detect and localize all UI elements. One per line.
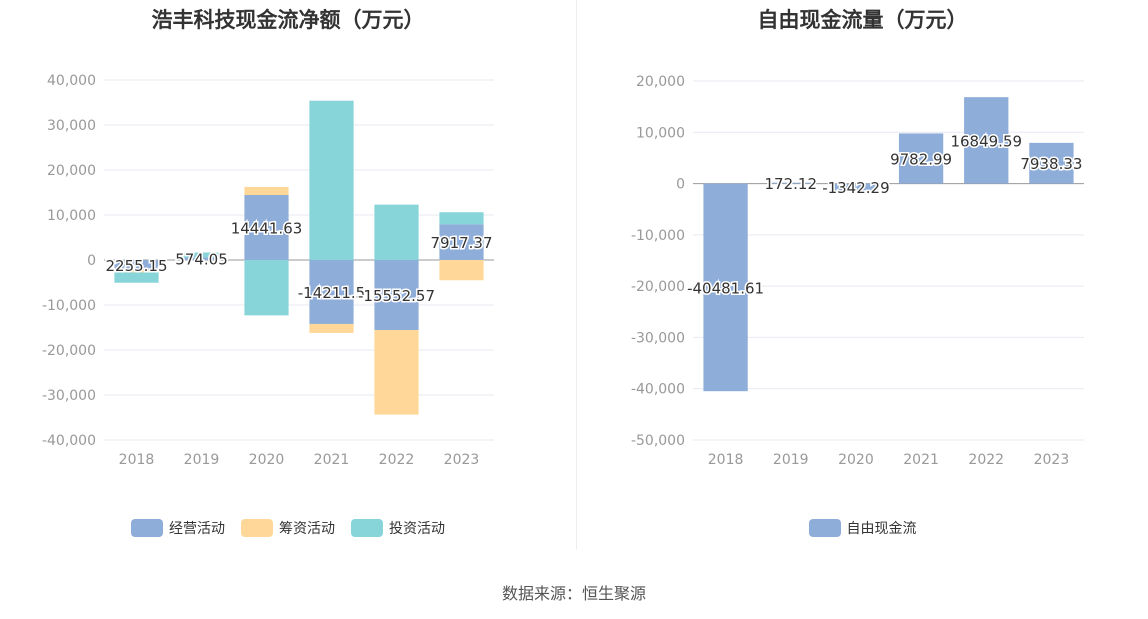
right-chart-panel: 自由现金流量（万元） 20,000 10,000 0 -10,000 -20,000 -3… xyxy=(577,0,1148,560)
y-tick-label: -10,000 xyxy=(42,298,96,314)
legend-item-筹资活动[interactable]: 筹资活动 xyxy=(241,518,335,538)
bar-经营活动-2018[interactable] xyxy=(114,260,159,271)
bar-投资活动-2019[interactable] xyxy=(179,252,224,258)
data-label: 172.12 xyxy=(765,175,818,193)
bar-经营活动-2020[interactable] xyxy=(244,195,289,260)
cash-flow-net-chart: 40,000 30,000 20,000 10,000 0 -10,000 -20,000 -… xyxy=(42,73,494,468)
legend-swatch xyxy=(131,519,163,537)
panel-divider xyxy=(576,0,577,550)
x-tick-label: 2018 xyxy=(708,452,744,468)
legend-label: 投资活动 xyxy=(389,521,445,537)
bar-经营活动-2019[interactable] xyxy=(179,257,224,260)
y-tick-label: -20,000 xyxy=(42,343,96,359)
x-tick-label: 2023 xyxy=(1034,452,1070,468)
y-tick-label: 10,000 xyxy=(47,208,96,224)
data-label: -1342.29 xyxy=(822,179,889,197)
data-label: -15552.57 xyxy=(358,287,435,305)
y-tick-label: -40,000 xyxy=(631,382,685,398)
bar-经营活动-2021[interactable] xyxy=(309,260,354,324)
data-label: 16849.59 xyxy=(950,132,1022,150)
free-cash-flow-chart: 20,000 10,000 0 -10,000 -20,000 -30,000 -40,00… xyxy=(631,74,1084,468)
legend-swatch xyxy=(808,519,841,537)
right-chart-legend: 自由现金流 xyxy=(577,518,1148,538)
left-chart-legend: 经营活动 筹资活动 投资活动 xyxy=(0,518,576,538)
y-tick-label: -30,000 xyxy=(42,388,96,404)
y-tick-label: 20,000 xyxy=(47,163,96,179)
bar-自由现金流-2021[interactable] xyxy=(898,133,944,184)
data-label: -14211.5 xyxy=(298,284,365,302)
left-chart-title: 浩丰科技现金流净额（万元） xyxy=(151,8,425,32)
x-tick-label: 2023 xyxy=(444,452,480,468)
x-tick-label: 2019 xyxy=(773,452,809,468)
data-source-note: 数据来源：恒生聚源 xyxy=(501,584,646,603)
x-tick-label: 2020 xyxy=(838,452,874,468)
legend-swatch xyxy=(241,519,273,537)
bar-自由现金流-2019[interactable] xyxy=(768,182,813,184)
legend-label: 自由现金流 xyxy=(846,521,917,537)
y-tick-label: 0 xyxy=(87,253,96,269)
x-tick-label: 2020 xyxy=(249,452,285,468)
y-tick-label: -20,000 xyxy=(631,279,685,295)
bar-经营活动-2022[interactable] xyxy=(374,260,419,330)
bar-筹资活动-2020[interactable] xyxy=(244,186,289,196)
legend-label: 经营活动 xyxy=(169,521,225,537)
bar-投资活动-2023[interactable] xyxy=(439,212,484,225)
x-tick-label: 2019 xyxy=(184,452,220,468)
legend-item-经营活动[interactable]: 经营活动 xyxy=(131,518,225,538)
y-tick-label: 0 xyxy=(676,177,685,193)
y-tick-label: 10,000 xyxy=(636,125,685,141)
data-label: 7938.33 xyxy=(1020,155,1082,173)
legend-item-投资活动[interactable]: 投资活动 xyxy=(351,518,445,538)
bar-筹资活动-2018[interactable] xyxy=(114,270,159,273)
bar-自由现金流-2022[interactable] xyxy=(964,97,1009,184)
data-label: 2255.15 xyxy=(105,257,167,275)
right-chart-title: 自由现金流量（万元） xyxy=(757,8,968,32)
bar-投资活动-2022[interactable] xyxy=(374,204,419,260)
left-chart-panel: 浩丰科技现金流净额（万元） 40,000 30,000 20,000 10,000 0 -… xyxy=(0,0,576,560)
bar-投资活动-2018[interactable] xyxy=(114,272,159,283)
data-label: 574.05 xyxy=(175,251,228,269)
bar-筹资活动-2023[interactable] xyxy=(439,260,484,281)
y-tick-label: 30,000 xyxy=(47,118,96,134)
bar-自由现金流-2018[interactable] xyxy=(703,183,748,392)
y-tick-label: 20,000 xyxy=(636,74,685,90)
x-tick-label: 2021 xyxy=(903,452,939,468)
y-tick-label: 40,000 xyxy=(47,73,96,89)
x-tick-label: 2022 xyxy=(379,452,415,468)
bar-筹资活动-2021[interactable] xyxy=(309,323,354,333)
data-label: 14441.63 xyxy=(231,220,303,238)
bar-自由现金流-2023[interactable] xyxy=(1029,142,1074,184)
legend-item-自由现金流[interactable]: 自由现金流 xyxy=(808,518,917,538)
y-tick-label: -50,000 xyxy=(631,433,685,449)
legend-label: 筹资活动 xyxy=(279,521,335,537)
data-label: -40481.61 xyxy=(687,279,764,297)
bar-投资活动-2020[interactable] xyxy=(244,260,289,316)
data-label: 7917.37 xyxy=(430,234,492,252)
bar-投资活动-2021[interactable] xyxy=(309,100,354,260)
bar-筹资活动-2022[interactable] xyxy=(374,329,419,415)
bar-经营活动-2023[interactable] xyxy=(439,224,484,260)
data-label: 9782.99 xyxy=(890,150,952,168)
bar-自由现金流-2020[interactable] xyxy=(833,183,879,191)
y-tick-label: -30,000 xyxy=(631,330,685,346)
y-tick-label: -10,000 xyxy=(631,228,685,244)
x-tick-label: 2021 xyxy=(314,452,350,468)
x-tick-label: 2022 xyxy=(968,452,1004,468)
x-tick-label: 2018 xyxy=(119,452,155,468)
legend-swatch xyxy=(351,519,383,537)
y-tick-label: -40,000 xyxy=(42,433,96,449)
